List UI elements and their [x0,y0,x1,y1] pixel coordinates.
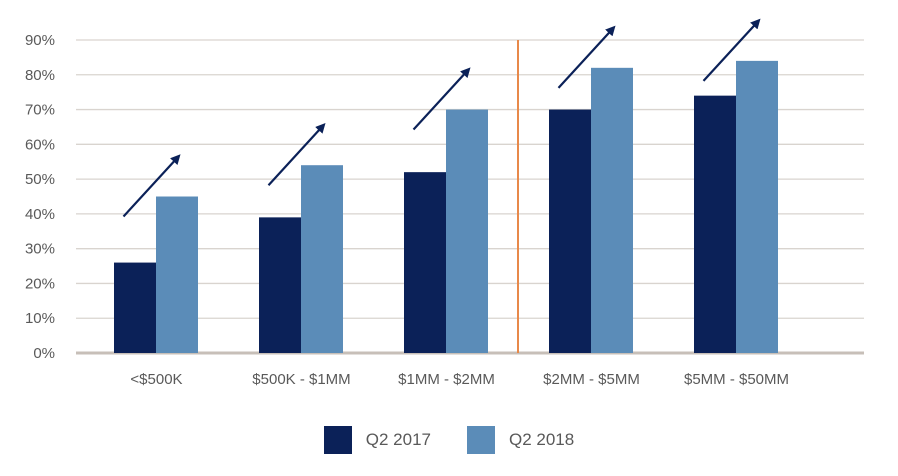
legend-label-q2-2018: Q2 2018 [509,430,575,449]
trend-arrow [557,25,616,89]
x-tick-label: $5MM - $50MM [684,371,789,388]
bar-q2-2018 [446,109,488,353]
y-tick-label: 20% [25,275,55,292]
y-tick-label: 80% [25,67,55,84]
x-axis-tick-labels: <$500K $500K - $1MM $1MM - $2MM $2MM - $5MM… [130,371,789,388]
bar-q2-2018 [301,165,343,353]
trend-arrow [267,122,326,186]
bar-q2-2018 [736,60,778,353]
legend-item-q2-2017: Q2 2017 [323,426,431,454]
bar-q2-2017 [114,262,156,353]
y-tick-label: 30% [25,241,55,258]
legend-item-q2-2018: Q2 2018 [467,426,574,454]
trend-arrows [122,18,761,353]
y-tick-label: 70% [25,102,55,119]
bar-q2-2017 [259,217,301,353]
trend-arrow [122,154,181,218]
legend-swatch-q2-2017 [323,426,352,454]
legend: Q2 2017 Q2 2018 [0,420,898,460]
y-tick-label: 90% [25,32,55,49]
x-tick-label: <$500K [130,371,182,388]
y-tick-label: 60% [25,136,55,153]
bar-q2-2018 [591,67,633,354]
y-tick-label: 50% [25,171,55,188]
legend-label-q2-2017: Q2 2017 [365,430,431,449]
y-tick-label: 10% [25,310,55,327]
y-axis-tick-labels: 0% 10% 20% 30% 40% 50% 60% 70% 80% 90% [25,32,55,362]
bar-q2-2017 [549,109,591,353]
bars [114,60,778,354]
x-tick-label: $500K - $1MM [252,371,350,388]
trend-arrow [702,18,761,82]
trend-arrow [412,67,471,131]
x-tick-label: $1MM - $2MM [398,371,495,388]
bar-chart: 0% 10% 20% 30% 40% 50% 60% 70% 80% 90% <$500K $500… [25,18,864,388]
bar-q2-2018 [156,196,198,353]
bar-q2-2017 [694,95,736,354]
y-tick-label: 40% [25,206,55,223]
x-tick-label: $2MM - $5MM [543,371,640,388]
y-tick-label: 0% [33,345,55,362]
bar-q2-2017 [404,172,446,353]
legend-swatch-q2-2018 [467,426,495,454]
